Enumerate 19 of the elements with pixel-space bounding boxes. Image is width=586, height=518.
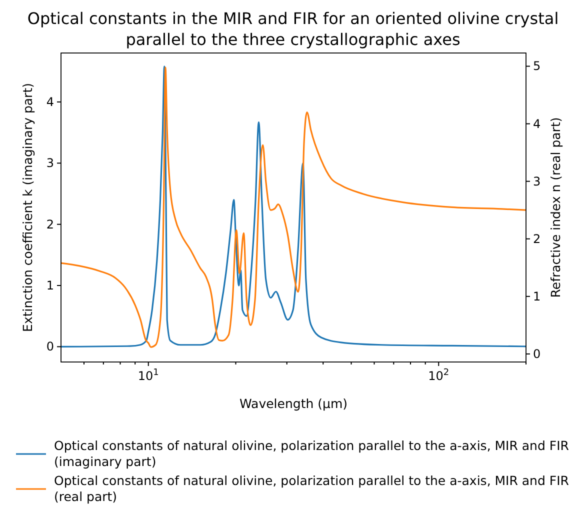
legend-label: Optical constants of natural olivine, polarization parallel to the a-axis, MIR and FIR (imaginary part) — [54, 438, 570, 469]
y2-tick-label: 3 — [533, 174, 541, 188]
y-tick-label: 4 — [46, 94, 54, 109]
x-axis-title: Wavelength (μm) — [239, 396, 348, 411]
y2-axis-title: Refractive index n (real part) — [548, 117, 563, 298]
y-tick-label: 3 — [46, 156, 54, 170]
x-tick-label: 10$^{1}$ — [138, 368, 159, 383]
y-tick-label: 0 — [46, 340, 54, 354]
y2-tick-label: 2 — [533, 232, 541, 246]
y-tick-label: 2 — [46, 217, 54, 232]
y2-tick-label: 1 — [533, 289, 541, 304]
y2-tick-label: 4 — [533, 116, 541, 131]
y-tick-label: 1 — [46, 278, 54, 293]
y2-tick-label: 0 — [533, 346, 541, 361]
y-axis-title: Extinction coefficient k (imaginary part) — [20, 83, 35, 332]
legend-label: Optical constants of natural olivine, polarization parallel to the a-axis, MIR and FIR (real part) — [54, 473, 570, 504]
y2-tick-label: 5 — [533, 59, 541, 74]
chart-title: Optical constants in the MIR and FIR for an oriented olivine crystal parallel to the three crystallographic axes — [27, 9, 559, 49]
x-tick-label: 10$^{2}$ — [428, 368, 450, 383]
